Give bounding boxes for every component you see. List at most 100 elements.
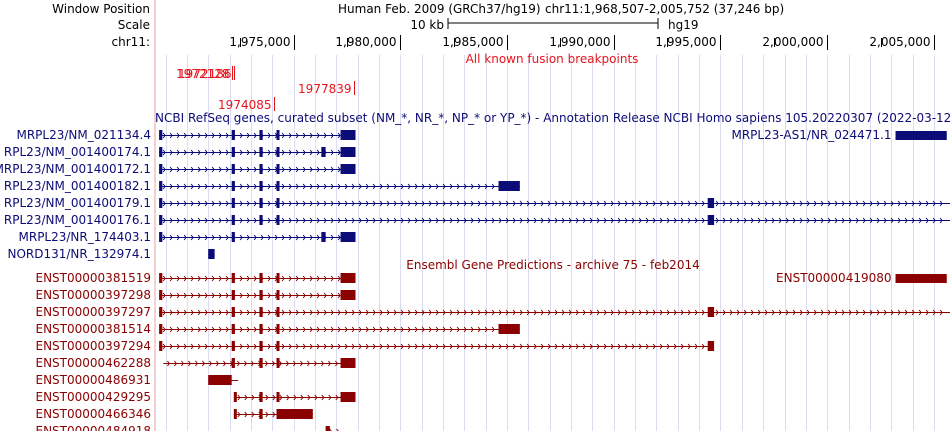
fusion-breakpoint[interactable]: 1972186 bbox=[178, 66, 235, 81]
gene-row[interactable]: RPL23/NM_001400174.1 bbox=[4, 145, 356, 159]
strand-arrow bbox=[477, 183, 481, 190]
strand-arrow bbox=[477, 326, 481, 333]
gene-label[interactable]: ENST00000397298 bbox=[36, 288, 152, 302]
strand-arrow bbox=[652, 343, 656, 350]
strand-arrow bbox=[932, 309, 936, 316]
gene-row[interactable]: ENST00000466346 bbox=[36, 407, 313, 421]
gene-row[interactable]: ENST00000429295 bbox=[36, 390, 356, 404]
strand-arrow bbox=[925, 217, 929, 224]
gene-label[interactable]: MRPL23/NR_174403.1 bbox=[19, 230, 152, 244]
strand-arrow bbox=[904, 217, 908, 224]
fusion-breakpoints-track[interactable]: All known fusion breakpoints 1972128 19778… bbox=[176, 52, 638, 112]
strand-arrow bbox=[316, 309, 320, 316]
gene-row[interactable]: NORD131/NR_132974.1 bbox=[7, 247, 215, 261]
gene-label[interactable]: ENST00000462288 bbox=[36, 356, 152, 370]
strand-arrow bbox=[890, 200, 894, 207]
gene-label[interactable]: ENST00000484918 bbox=[36, 424, 152, 431]
strand-arrow bbox=[309, 132, 313, 139]
gene-row[interactable]: ENST00000462288 bbox=[36, 356, 356, 370]
strand-arrow bbox=[215, 360, 220, 367]
exon bbox=[231, 198, 235, 208]
ensembl-track[interactable]: ENST00000381519 ENST00000397298 ENST000003… bbox=[36, 271, 950, 431]
fusion-breakpoint[interactable]: 1977839 bbox=[298, 81, 355, 96]
strand-arrow bbox=[666, 309, 670, 316]
base-position-ruler[interactable]: 1,975,000 1,980,000 1,985,000 1,990,000 1,99… bbox=[229, 35, 935, 50]
fusion-breakpoint[interactable]: 1974085 bbox=[218, 97, 275, 112]
exon bbox=[259, 341, 263, 351]
gene-label[interactable]: ENST00000397297 bbox=[36, 305, 152, 319]
gene-label[interactable]: ENST00000381519 bbox=[36, 271, 152, 285]
strand-arrow bbox=[237, 411, 241, 418]
strand-arrow bbox=[281, 183, 285, 190]
strand-arrow bbox=[225, 132, 229, 139]
strand-arrow bbox=[295, 166, 299, 173]
strand-arrow bbox=[792, 200, 796, 207]
gene-label[interactable]: MRPL23-AS1/NR_024471.1 bbox=[731, 128, 891, 142]
strand-arrow bbox=[519, 343, 523, 350]
strand-arrow bbox=[267, 217, 271, 224]
gene-row[interactable]: ENST00000484918 bbox=[36, 424, 347, 431]
exon bbox=[321, 147, 326, 157]
strand-arrow bbox=[302, 275, 306, 282]
gene-label[interactable]: ENST00000486931 bbox=[36, 373, 152, 387]
gene-label[interactable]: ENST00000429295 bbox=[36, 390, 152, 404]
strand-arrow bbox=[484, 217, 488, 224]
strand-arrow bbox=[414, 183, 418, 190]
gene-label[interactable]: ENST00000381514 bbox=[36, 322, 152, 336]
exon bbox=[159, 147, 163, 157]
strand-arrow bbox=[302, 217, 306, 224]
gene-row[interactable]: ENST00000397297 bbox=[36, 305, 950, 319]
strand-arrow bbox=[757, 309, 761, 316]
gene-label[interactable]: MRPL23/NM_001400172.1 bbox=[0, 162, 151, 176]
gene-label[interactable]: RPL23/NM_001400179.1 bbox=[4, 196, 151, 210]
strand-arrow bbox=[449, 200, 453, 207]
strand-arrow bbox=[526, 200, 530, 207]
gene-row[interactable]: ENST00000397298 bbox=[36, 288, 356, 302]
strand-arrow bbox=[358, 343, 362, 350]
strand-arrow bbox=[428, 183, 432, 190]
gene-row[interactable]: RPL23/NM_001400176.1 bbox=[4, 213, 950, 227]
exon bbox=[159, 164, 163, 174]
strand-arrow bbox=[313, 360, 318, 367]
refseq-track[interactable]: MRPL23/NM_021134.4 RPL23/NM_001400174.1 MR… bbox=[0, 128, 950, 261]
gene-label[interactable]: RPL23/NM_001400174.1 bbox=[4, 145, 151, 159]
gene-row-right[interactable]: MRPL23-AS1/NR_024471.1 bbox=[731, 128, 947, 142]
strand-arrow bbox=[407, 200, 411, 207]
strand-arrow bbox=[876, 217, 880, 224]
strand-arrow bbox=[428, 309, 432, 316]
gene-row[interactable]: MRPL23/NM_021134.4 bbox=[16, 128, 356, 142]
gene-label[interactable]: RPL23/NM_001400176.1 bbox=[4, 213, 151, 227]
ruler-tick-label: 1,995,000 bbox=[655, 35, 716, 49]
gene-label[interactable]: ENST00000419080 bbox=[776, 271, 892, 285]
strand-arrow bbox=[442, 309, 446, 316]
gene-row[interactable]: ENST00000397294 bbox=[36, 339, 715, 353]
gene-row[interactable]: ENST00000381519 bbox=[36, 271, 356, 285]
gene-label[interactable]: ENST00000397294 bbox=[36, 339, 152, 353]
gene-row-right[interactable]: ENST00000419080 bbox=[776, 271, 947, 285]
gene-label[interactable]: ENST00000466346 bbox=[36, 407, 152, 421]
strand-arrow bbox=[253, 326, 257, 333]
strand-arrow bbox=[505, 200, 509, 207]
strand-arrow bbox=[484, 183, 488, 190]
gene-row[interactable]: RPL23/NM_001400182.1 bbox=[4, 179, 520, 193]
gene-label[interactable]: NORD131/NR_132974.1 bbox=[7, 247, 151, 261]
strand-arrow bbox=[239, 149, 243, 156]
strand-arrow bbox=[435, 326, 439, 333]
gene-row[interactable]: ENST00000381514 bbox=[36, 322, 520, 336]
gene-label[interactable]: RPL23/NM_001400182.1 bbox=[4, 179, 151, 193]
exon bbox=[259, 409, 263, 419]
gene-row[interactable]: RPL23/NM_001400179.1 bbox=[4, 196, 950, 210]
strand-arrow bbox=[442, 326, 446, 333]
fusion-breakpoint[interactable]: 1972128 bbox=[176, 66, 233, 81]
gene-row[interactable]: ENST00000486931 bbox=[36, 373, 239, 387]
strand-arrow bbox=[295, 149, 299, 156]
gene-label[interactable]: MRPL23/NM_021134.4 bbox=[16, 128, 151, 142]
strand-arrow bbox=[218, 217, 222, 224]
strand-arrow bbox=[246, 132, 250, 139]
strand-arrow bbox=[666, 217, 670, 224]
gene-row[interactable]: MRPL23/NR_174403.1 bbox=[19, 230, 356, 244]
strand-arrow bbox=[540, 200, 544, 207]
gene-row[interactable]: MRPL23/NM_001400172.1 bbox=[0, 162, 356, 176]
strand-arrow bbox=[673, 343, 677, 350]
